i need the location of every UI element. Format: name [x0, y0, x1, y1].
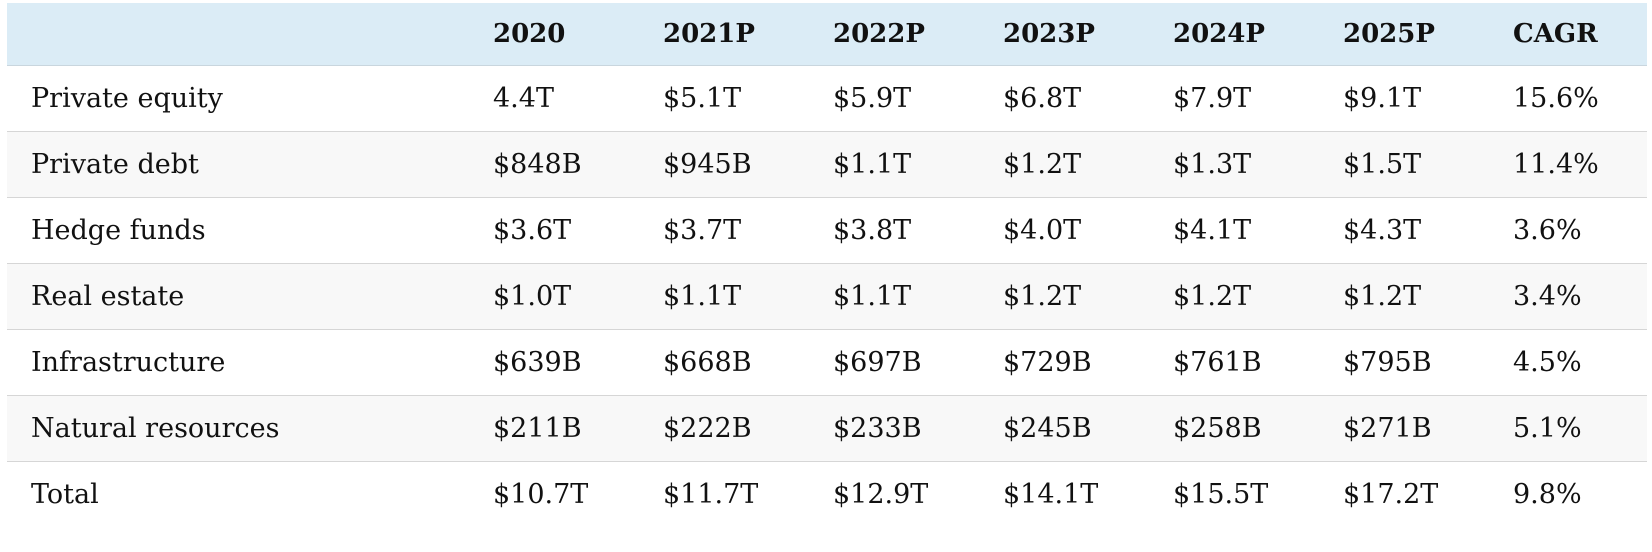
table-cell: $1.1T — [833, 148, 912, 180]
header-cell-2025p: 2025P — [1343, 3, 1513, 66]
table-cell: $1.2T — [1173, 280, 1252, 312]
row-label: Private equity — [31, 82, 223, 114]
table-cell: $4.0T — [1003, 214, 1082, 246]
table-cell: $1.5T — [1343, 148, 1422, 180]
table-row-total: Total $10.7T $11.7T $12.9T $14.1T $15.5T… — [7, 461, 1647, 527]
table-cell: $245B — [1003, 412, 1092, 444]
table-cell: $6.8T — [1003, 82, 1082, 114]
table-cell: $761B — [1173, 346, 1262, 378]
table-cell: $14.1T — [1003, 478, 1099, 510]
table-cell: $10.7T — [493, 478, 589, 510]
table-cell: $1.2T — [1343, 280, 1422, 312]
header-cell-cagr: CAGR — [1513, 3, 1647, 66]
table-cell: $1.2T — [1003, 280, 1082, 312]
table-cell: $1.1T — [663, 280, 742, 312]
table-cell: $1.3T — [1173, 148, 1252, 180]
row-label: Real estate — [31, 280, 185, 312]
header-cell-label — [7, 3, 493, 66]
header-cell-2024p: 2024P — [1173, 3, 1343, 66]
table-cell-cagr: 3.6% — [1513, 214, 1582, 246]
table-row-natural-resources: Natural resources $211B $222B $233B $245… — [7, 395, 1647, 461]
table-row-private-equity: Private equity 4.4T $5.1T $5.9T $6.8T $7… — [7, 65, 1647, 131]
table-cell: $3.7T — [663, 214, 742, 246]
table-cell: $1.2T — [1003, 148, 1082, 180]
table-cell-cagr: 11.4% — [1513, 148, 1599, 180]
table-cell: $4.3T — [1343, 214, 1422, 246]
header-cell-2023p: 2023P — [1003, 3, 1173, 66]
header-cell-2021p: 2021P — [663, 3, 833, 66]
table-row-hedge-funds: Hedge funds $3.6T $3.7T $3.8T $4.0T $4.1… — [7, 197, 1647, 263]
table-row-infrastructure: Infrastructure $639B $668B $697B $729B $… — [7, 329, 1647, 395]
row-label: Hedge funds — [31, 214, 206, 246]
table-cell: $1.1T — [833, 280, 912, 312]
table-cell: $3.8T — [833, 214, 912, 246]
table-cell: $945B — [663, 148, 752, 180]
table-cell-cagr: 4.5% — [1513, 346, 1582, 378]
row-label: Infrastructure — [31, 346, 226, 378]
table-cell: $222B — [663, 412, 752, 444]
alternatives-aum-table: 2020 2021P 2022P 2023P 2024P 2025P CAGR … — [7, 3, 1647, 527]
table-cell: $697B — [833, 346, 922, 378]
table-cell: $1.0T — [493, 280, 572, 312]
table-cell-cagr: 5.1% — [1513, 412, 1582, 444]
table-cell: $668B — [663, 346, 752, 378]
table-cell: $211B — [493, 412, 582, 444]
table-row-private-debt: Private debt $848B $945B $1.1T $1.2T $1.… — [7, 131, 1647, 197]
table-cell: $795B — [1343, 346, 1432, 378]
table-cell: $271B — [1343, 412, 1432, 444]
table-cell: $4.1T — [1173, 214, 1252, 246]
table-cell: $848B — [493, 148, 582, 180]
table-header: 2020 2021P 2022P 2023P 2024P 2025P CAGR — [7, 3, 1647, 66]
row-label: Natural resources — [31, 412, 280, 444]
table-cell: $7.9T — [1173, 82, 1252, 114]
table-cell-cagr: 3.4% — [1513, 280, 1582, 312]
table-cell: 4.4T — [493, 82, 554, 114]
table-cell: $17.2T — [1343, 478, 1439, 510]
table-cell: $639B — [493, 346, 582, 378]
row-label: Private debt — [31, 148, 199, 180]
table-cell-cagr: 15.6% — [1513, 82, 1599, 114]
table-cell: $12.9T — [833, 478, 929, 510]
row-label: Total — [31, 478, 99, 510]
table-cell-cagr: 9.8% — [1513, 478, 1582, 510]
header-row: 2020 2021P 2022P 2023P 2024P 2025P CAGR — [7, 3, 1647, 66]
table-cell: $729B — [1003, 346, 1092, 378]
table-cell: $258B — [1173, 412, 1262, 444]
header-cell-2020: 2020 — [493, 3, 663, 66]
table-cell: $3.6T — [493, 214, 572, 246]
table-cell: $233B — [833, 412, 922, 444]
table-cell: $9.1T — [1343, 82, 1422, 114]
alternatives-aum-table-container: 2020 2021P 2022P 2023P 2024P 2025P CAGR … — [7, 3, 1647, 527]
header-cell-2022p: 2022P — [833, 3, 1003, 66]
table-row-real-estate: Real estate $1.0T $1.1T $1.1T $1.2T $1.2… — [7, 263, 1647, 329]
table-body: Private equity 4.4T $5.1T $5.9T $6.8T $7… — [7, 65, 1647, 527]
table-cell: $5.1T — [663, 82, 742, 114]
table-cell: $15.5T — [1173, 478, 1269, 510]
table-cell: $11.7T — [663, 478, 759, 510]
table-cell: $5.9T — [833, 82, 912, 114]
